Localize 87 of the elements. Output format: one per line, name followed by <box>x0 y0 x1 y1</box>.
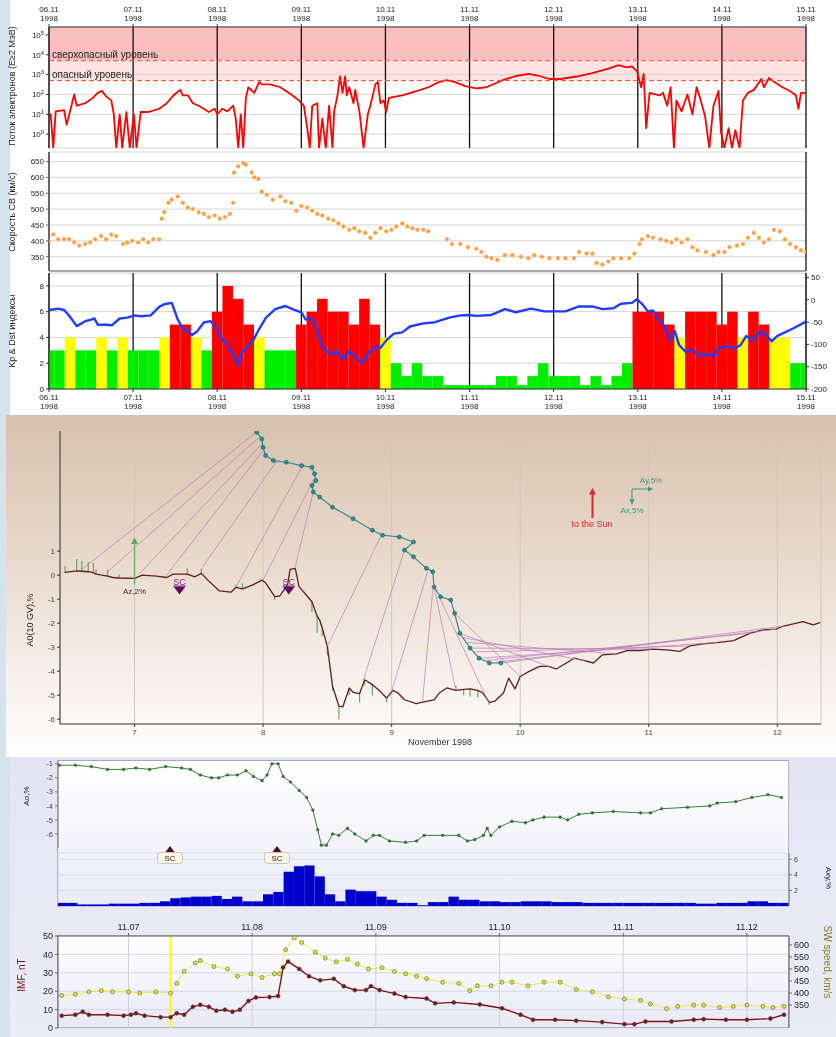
y-tick-label: 1 <box>50 546 56 556</box>
y-axis-title: Kp & Dst индексы <box>6 294 17 368</box>
y-tick-label: 30 <box>42 967 53 978</box>
annotation: Ay,5% <box>639 476 663 485</box>
y-tick-label: 450 <box>30 220 45 230</box>
y-tick-label: 10 <box>42 1004 53 1015</box>
y-tick-label: 350 <box>30 252 45 262</box>
x-tick-label: 12.11 1998 <box>543 393 564 412</box>
annotation: SC <box>173 576 187 587</box>
x-tick-label: 12.11 1998 <box>543 5 564 23</box>
y-tick-label: 40 <box>42 949 53 960</box>
y-tick-label: 20 <box>42 986 53 997</box>
y-tick-label: 0 <box>50 570 56 580</box>
annotation: to the Sun <box>571 518 613 529</box>
y2-tick-label: 0 <box>811 295 816 305</box>
y-tick-label: 4 <box>39 333 45 343</box>
y-tick-label: 600 <box>30 173 45 183</box>
x-tick-label: 10.11 1998 <box>375 5 396 23</box>
x-tick-label: 13.11 1998 <box>628 5 649 23</box>
x-tick-label: 08.11 1998 <box>207 393 228 412</box>
y-tick-label: 8 <box>39 281 45 291</box>
x-tick-label: 11.11 <box>612 922 634 932</box>
x-tick-label: 11 <box>644 728 654 738</box>
y-tick-label: 400 <box>30 236 45 246</box>
x-tick-label: 08.11 1998 <box>207 5 228 23</box>
x-tick-label: 11.11 1998 <box>460 393 480 412</box>
y-tick-label: -5 <box>47 690 56 700</box>
y-tick-label: 0 <box>39 384 45 394</box>
x-tick-label: 14.11 1998 <box>712 393 733 412</box>
x-tick-label: 07.11 1998 <box>123 393 144 412</box>
y-tick-label: 650 <box>30 157 45 167</box>
y-axis-title: Поток электронов (E≥2 МэВ) <box>6 26 17 146</box>
x-tick-label: 11.11 1998 <box>460 5 480 23</box>
y-tick-label: 10$^{5}$ <box>31 29 44 40</box>
y-tick-label: 10$^{0}$ <box>31 128 44 139</box>
y-tick-label: 50 <box>42 931 53 942</box>
x-tick-label: 15.11 1998 <box>796 393 817 412</box>
x-tick-label: 06.11 1998 <box>39 5 60 23</box>
y2-tick-label: -200 <box>811 384 828 394</box>
x-tick-label: 11.08 <box>241 922 264 932</box>
y-tick-label: -4 <box>47 666 56 676</box>
x-tick-label: 11.09 <box>364 922 387 932</box>
x-tick-label: 8 <box>260 728 266 738</box>
y-tick-label: 550 <box>30 189 45 199</box>
x-tick-label: 07.11 1998 <box>123 5 144 23</box>
x-tick-label: 11.12 <box>735 922 758 932</box>
x-tick-label: 15.11 1998 <box>796 5 817 23</box>
x-axis-title: November 1998 <box>407 736 473 747</box>
x-tick-label: 9 <box>389 728 395 738</box>
y-tick-label: -1 <box>47 594 56 604</box>
annotation: SC <box>271 854 283 863</box>
annotation: Ax,5% <box>620 506 644 515</box>
annotation: SC <box>164 854 176 863</box>
y-tick-label: -2 <box>47 618 56 628</box>
y-tick-label: -3 <box>47 642 56 652</box>
y-axis-title: Ao,% <box>22 786 31 806</box>
y-tick-label: -6 <box>47 715 56 724</box>
y-tick-label: 10$^{2}$ <box>31 89 44 100</box>
x-tick-label: 13.11 1998 <box>628 393 649 412</box>
y-tick-label: 10$^{1}$ <box>31 109 44 120</box>
x-tick-label: 10.11 1998 <box>375 393 396 412</box>
y-tick-label: 6 <box>39 307 45 317</box>
y-tick-label: 0 <box>47 1023 53 1034</box>
y2-tick-label: -100 <box>811 340 828 350</box>
x-tick-label: 11.10 <box>488 922 511 932</box>
y-axis-title: IMF, nT <box>16 958 27 992</box>
y2-axis-title: SW speed, km/s <box>822 925 833 999</box>
annotation: Az,2% <box>122 587 147 597</box>
y-axis-title: A0(10 GV),% <box>24 593 35 647</box>
y-tick-label: 10$^{4}$ <box>31 49 45 60</box>
x-tick-label: 10 <box>515 728 526 738</box>
x-tick-label: 11.07 <box>117 922 140 932</box>
x-tick-label: 09.11 1998 <box>291 5 312 23</box>
y-axis-title: Axy,% <box>824 866 833 890</box>
x-tick-label: 09.11 1998 <box>291 393 312 412</box>
y2-tick-label: 50 <box>811 273 821 283</box>
x-tick-label: 12 <box>772 728 783 738</box>
y2-tick-label: -150 <box>811 362 828 372</box>
y-tick-label: 500 <box>30 204 45 214</box>
y-tick-label: 2 <box>39 359 45 369</box>
band-label: опасный уровень <box>52 68 133 80</box>
x-tick-label: 06.11 1998 <box>39 393 60 412</box>
x-tick-label: 7 <box>132 728 138 738</box>
x-tick-label: 14.11 1998 <box>712 5 733 23</box>
y2-tick-label: -50 <box>811 317 824 327</box>
y-tick-label: 10$^{3}$ <box>31 69 44 80</box>
y-axis-title: Скорость СВ (км/с) <box>6 172 17 252</box>
